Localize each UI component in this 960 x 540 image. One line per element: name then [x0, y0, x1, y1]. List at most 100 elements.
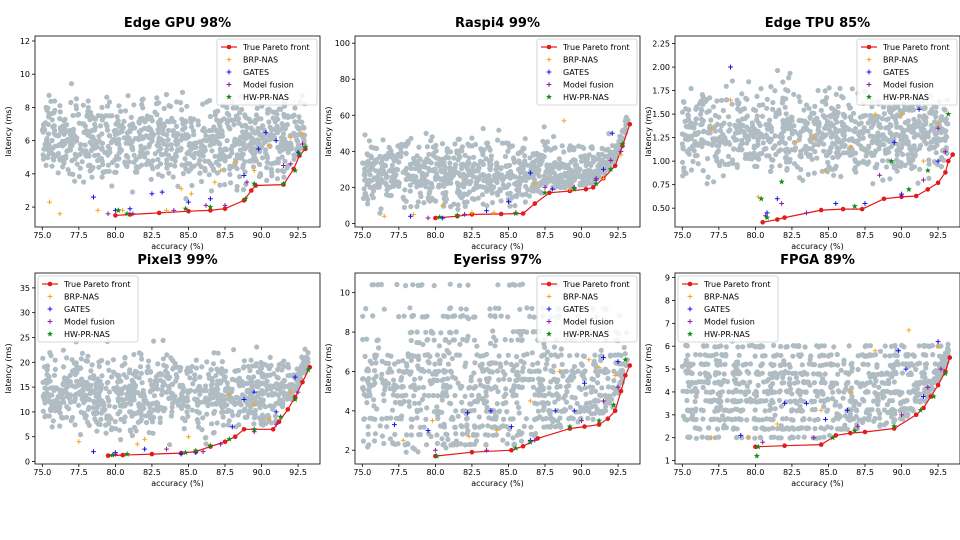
cloud-point: [458, 306, 464, 312]
cloud-point: [249, 127, 255, 133]
cloud-point: [906, 159, 912, 166]
cloud-point: [535, 169, 541, 175]
cloud-point: [894, 163, 900, 169]
brp-nas-point: [494, 428, 500, 433]
cloud-point: [888, 144, 894, 150]
cloud-point: [360, 313, 366, 319]
cloud-point: [159, 372, 165, 378]
cloud-point: [783, 111, 789, 117]
gates-point: [935, 158, 941, 164]
cloud-point: [131, 102, 137, 108]
cloud-point: [396, 314, 402, 320]
cloud-point: [477, 173, 484, 179]
cloud-point: [422, 314, 428, 320]
cloud-point: [888, 109, 894, 116]
cloud-point: [590, 416, 596, 422]
cloud-point: [372, 368, 378, 374]
cloud-point: [223, 368, 229, 374]
model-fusion-point: [281, 163, 286, 168]
cloud-point: [434, 404, 440, 410]
y-axis-label: latency (ms): [4, 343, 13, 393]
legend-marker: [47, 281, 53, 287]
cloud-point: [99, 145, 105, 151]
cloud-point: [167, 374, 173, 380]
cloud-point: [103, 385, 109, 391]
cloud-point: [576, 384, 582, 391]
cloud-point: [52, 107, 58, 113]
cloud-point: [159, 392, 165, 398]
hw-pr-nas-point: [851, 203, 858, 209]
cloud-point: [225, 422, 231, 428]
brp-nas-point: [921, 158, 926, 164]
architecture-cloud: [679, 338, 951, 441]
model-fusion-point: [295, 389, 301, 395]
cloud-point: [440, 384, 447, 390]
cloud-point: [439, 169, 445, 175]
cloud-point: [857, 114, 864, 120]
cloud-point: [559, 408, 565, 414]
cloud-point: [558, 346, 564, 352]
hw-pr-nas-point: [778, 178, 785, 185]
cloud-point: [822, 88, 828, 94]
cloud-point: [503, 140, 509, 146]
cloud-point: [432, 144, 438, 150]
cloud-point: [714, 98, 720, 104]
cloud-point: [507, 175, 513, 181]
brp-nas-point: [491, 210, 497, 215]
cloud-point: [182, 118, 189, 124]
cloud-point: [400, 358, 406, 364]
cloud-point: [501, 376, 507, 382]
cloud-point: [50, 418, 56, 424]
cloud-point: [605, 163, 611, 169]
cloud-point: [720, 107, 726, 114]
cloud-point: [408, 204, 414, 210]
hw-pr-nas-point: [593, 180, 600, 187]
cloud-point: [173, 398, 179, 404]
legend-marker: [226, 57, 232, 62]
cloud-point: [505, 352, 511, 358]
cloud-point: [483, 442, 489, 448]
cloud-point: [483, 393, 489, 399]
cloud-point: [515, 151, 521, 157]
cloud-point: [74, 369, 80, 376]
model-fusion-point: [877, 172, 883, 178]
brp-nas-point: [47, 199, 53, 205]
cloud-point: [541, 404, 547, 410]
cloud-point: [155, 130, 162, 136]
cloud-point: [848, 114, 854, 120]
cloud-point: [423, 130, 429, 136]
cloud-point: [785, 125, 791, 132]
brp-nas-point: [57, 211, 63, 217]
x-tick-label: 87.5: [536, 231, 554, 240]
cloud-point: [99, 131, 105, 137]
chart-title: Edge GPU 98%: [124, 16, 231, 31]
cloud-point: [416, 385, 422, 391]
y-axis-label: latency (ms): [644, 106, 653, 156]
gates-point: [484, 208, 489, 214]
cloud-point: [592, 410, 598, 416]
cloud-point: [180, 127, 186, 133]
cloud-point: [42, 414, 48, 420]
cloud-point: [445, 436, 451, 443]
cloud-point: [164, 147, 170, 153]
cloud-point: [504, 424, 510, 430]
cloud-point: [192, 372, 198, 378]
pareto-point: [535, 436, 540, 441]
cloud-point: [382, 180, 388, 186]
cloud-point: [200, 153, 206, 159]
legend-label: BRP-NAS: [563, 293, 598, 302]
cloud-point: [202, 435, 208, 441]
y-tick-label: 5: [25, 433, 30, 442]
cloud-point: [815, 127, 821, 133]
gates-point: [241, 173, 247, 178]
hw-pr-nas-point: [124, 210, 131, 217]
cloud-point: [833, 91, 839, 97]
model-fusion-point: [462, 211, 468, 217]
cloud-point: [221, 116, 227, 122]
cloud-point: [416, 340, 422, 346]
cloud-point: [67, 372, 73, 378]
cloud-point: [688, 85, 694, 92]
cloud-point: [686, 151, 692, 157]
x-tick-label: 90.0: [253, 231, 271, 240]
cloud-point: [749, 156, 755, 162]
